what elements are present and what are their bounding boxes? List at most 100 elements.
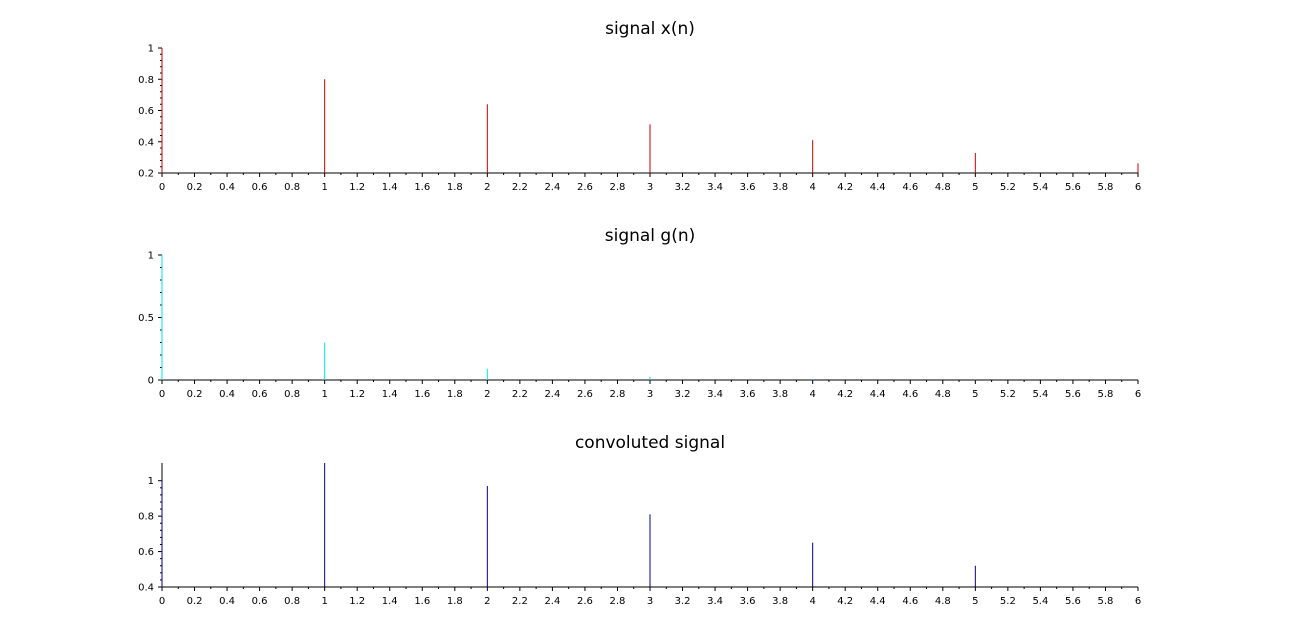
- x-tick-label: 4.6: [902, 596, 918, 607]
- x-tick-label: 0: [159, 596, 165, 607]
- x-tick-label: 6: [1135, 596, 1141, 607]
- x-tick-label: 0.4: [219, 182, 235, 193]
- x-tick-label: 5.8: [1098, 182, 1114, 193]
- x-tick-label: 5.2: [1000, 596, 1016, 607]
- x-tick-label: 2.6: [577, 596, 593, 607]
- y-tick-label: 0.6: [138, 106, 154, 117]
- x-tick-label: 2.2: [512, 182, 528, 193]
- x-tick-label: 5.4: [1032, 389, 1048, 400]
- x-tick-label: 5: [972, 182, 978, 193]
- x-tick-label: 4.6: [902, 182, 918, 193]
- x-tick-label: 0.6: [252, 182, 268, 193]
- x-tick-label: 1: [321, 182, 327, 193]
- x-tick-label: 3.4: [707, 596, 723, 607]
- x-tick-label: 1.4: [382, 182, 398, 193]
- x-tick-label: 2: [484, 389, 490, 400]
- x-tick-label: 3: [647, 389, 653, 400]
- x-tick-label: 0.4: [219, 389, 235, 400]
- x-tick-label: 0: [159, 389, 165, 400]
- x-tick-label: 3.8: [772, 596, 788, 607]
- y-tick-label: 0.2: [138, 169, 154, 180]
- x-tick-label: 2.2: [512, 389, 528, 400]
- x-tick-label: 4: [809, 182, 815, 193]
- subplot-1: signal x(n) 0 0.2 0.4 0.6 0.8 1 1.2 1.4 1.6 1.8 2 2.…: [138, 19, 1141, 193]
- x-tick-label: 1: [321, 389, 327, 400]
- x-tick-label: 4.2: [837, 182, 853, 193]
- x-tick-label: 1: [321, 596, 327, 607]
- subplot-title: signal g(n): [605, 226, 696, 246]
- x-tick-label: 3.8: [772, 389, 788, 400]
- x-tick-label: 3.6: [740, 596, 756, 607]
- subplot-3: convoluted signal 0 0.2 0.4 0.6 0.8 1 1.2 1.4 1.6…: [138, 433, 1141, 607]
- x-tick-label: 3: [647, 596, 653, 607]
- x-tick-label: 5.8: [1098, 596, 1114, 607]
- x-tick-label: 5.4: [1032, 182, 1048, 193]
- y-tick-label: 1: [148, 44, 154, 55]
- x-tick-label: 2.6: [577, 182, 593, 193]
- x-tick-label: 1.6: [414, 596, 430, 607]
- x-tick-label: 3.6: [740, 389, 756, 400]
- x-tick-label: 5: [972, 596, 978, 607]
- x-tick-label: 4.8: [935, 596, 951, 607]
- x-tick-label: 2.2: [512, 596, 528, 607]
- x-tick-label: 3.6: [740, 182, 756, 193]
- x-tick-label: 1.2: [349, 389, 365, 400]
- x-tick-label: 4.6: [902, 389, 918, 400]
- x-tick-label: 3.2: [675, 596, 691, 607]
- y-tick-label: 0.5: [138, 313, 154, 324]
- x-tick-label: 5: [972, 389, 978, 400]
- x-tick-label: 3.2: [675, 389, 691, 400]
- x-tick-label: 4.4: [870, 182, 886, 193]
- x-tick-label: 2.8: [610, 596, 626, 607]
- x-tick-label: 4: [809, 596, 815, 607]
- x-tick-label: 1.4: [382, 596, 398, 607]
- x-tick-label: 2.8: [610, 182, 626, 193]
- x-tick-label: 5.4: [1032, 596, 1048, 607]
- x-tick-label: 0.2: [187, 596, 203, 607]
- x-tick-label: 2.4: [544, 389, 560, 400]
- x-tick-label: 2.8: [610, 389, 626, 400]
- x-tick-label: 5.8: [1098, 389, 1114, 400]
- x-tick-label: 5.6: [1065, 182, 1081, 193]
- x-tick-label: 6: [1135, 182, 1141, 193]
- y-tick-label: 0.8: [138, 75, 154, 86]
- x-tick-label: 0.2: [187, 182, 203, 193]
- x-tick-label: 1.6: [414, 182, 430, 193]
- x-tick-label: 2.4: [544, 596, 560, 607]
- y-tick-label: 0.4: [138, 137, 154, 148]
- x-tick-label: 1.6: [414, 389, 430, 400]
- y-tick-label: 0.4: [138, 583, 154, 594]
- x-tick-label: 3.4: [707, 389, 723, 400]
- x-tick-label: 0.6: [252, 389, 268, 400]
- x-tick-label: 1.2: [349, 596, 365, 607]
- x-tick-label: 3.4: [707, 182, 723, 193]
- x-tick-label: 2.6: [577, 389, 593, 400]
- x-tick-label: 4: [809, 389, 815, 400]
- x-tick-label: 0.4: [219, 596, 235, 607]
- x-tick-label: 4.8: [935, 389, 951, 400]
- x-tick-label: 5.2: [1000, 182, 1016, 193]
- x-tick-label: 2: [484, 182, 490, 193]
- x-tick-label: 5.6: [1065, 596, 1081, 607]
- y-tick-label: 1: [148, 251, 154, 262]
- y-tick-label: 1: [148, 476, 154, 487]
- x-tick-label: 4.4: [870, 389, 886, 400]
- subplot-title: signal x(n): [605, 19, 695, 39]
- x-tick-label: 3.8: [772, 182, 788, 193]
- x-tick-label: 5.6: [1065, 389, 1081, 400]
- y-tick-label: 0: [148, 376, 154, 387]
- subplot-2: signal g(n) 0 0.2 0.4 0.6 0.8 1 1.2 1.4 1.6 1.8 2 2.…: [138, 226, 1141, 400]
- x-tick-label: 1.8: [447, 389, 463, 400]
- subplot-title: convoluted signal: [575, 433, 725, 453]
- x-tick-label: 1.4: [382, 389, 398, 400]
- x-tick-label: 3: [647, 182, 653, 193]
- x-tick-label: 0.8: [284, 596, 300, 607]
- x-tick-label: 1.8: [447, 182, 463, 193]
- x-tick-label: 6: [1135, 389, 1141, 400]
- x-tick-label: 0.2: [187, 389, 203, 400]
- x-tick-label: 5.2: [1000, 389, 1016, 400]
- x-tick-label: 4.2: [837, 596, 853, 607]
- x-tick-label: 1.2: [349, 182, 365, 193]
- x-tick-label: 0: [159, 182, 165, 193]
